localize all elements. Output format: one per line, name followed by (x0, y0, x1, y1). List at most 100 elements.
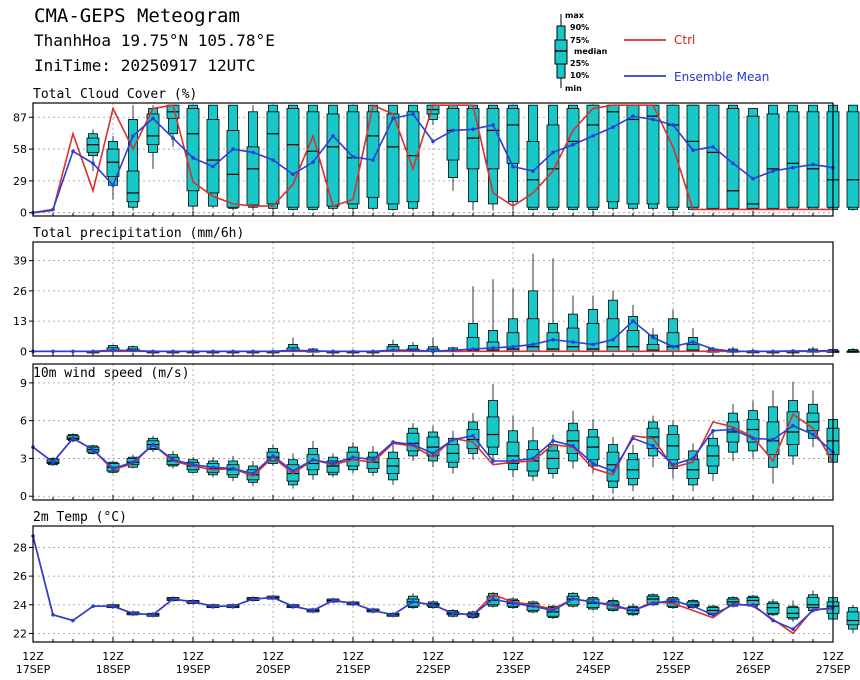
mean-point (71, 349, 75, 354)
y-tick-label: 0 (20, 345, 27, 358)
x-tick-label-day: 25SEP (656, 663, 691, 676)
mean-point (471, 433, 475, 438)
y-tick-label: 3 (20, 452, 27, 465)
y-tick-label: 58 (13, 143, 27, 156)
y-tick-label: 0 (20, 490, 27, 503)
mean-point (671, 598, 675, 603)
box-p25-p75 (486, 108, 500, 170)
mean-point (331, 349, 335, 354)
box-p25-p75 (846, 111, 860, 208)
box-p25-p75 (466, 429, 480, 449)
panel-title: 10m wind speed (m/s) (33, 366, 190, 381)
mean-point (551, 150, 555, 155)
legend-box-p10: 10% (570, 71, 590, 80)
location-label: ThanhHoa 19.75°N 105.78°E (34, 31, 275, 50)
mean-point (131, 134, 135, 138)
mean-point (531, 456, 535, 461)
mean-point (671, 123, 675, 127)
mean-point (751, 602, 755, 607)
x-tick-label-hour: 12Z (502, 650, 524, 663)
mean-point (711, 347, 715, 351)
mean-point (251, 150, 255, 155)
mean-point (331, 461, 335, 466)
box-p25-p75 (286, 108, 300, 208)
box-p25-p75 (806, 597, 820, 609)
mean-point (491, 459, 495, 463)
mean-point (691, 456, 695, 461)
mean-point (91, 447, 95, 452)
mean-point (551, 608, 555, 613)
mean-point (271, 349, 275, 354)
mean-point (151, 116, 155, 121)
x-tick-label-day: 23SEP (496, 663, 531, 676)
box-p25-p75 (586, 436, 600, 461)
mean-point (291, 469, 295, 473)
box-p25-p75 (726, 108, 740, 209)
box-p25-p75 (706, 104, 720, 209)
box-p25-p75 (506, 108, 520, 164)
mean-point (191, 349, 195, 354)
mean-point (171, 136, 175, 140)
x-tick-label-day: 18SEP (96, 663, 131, 676)
mean-point (391, 348, 395, 352)
y-tick-label: 29 (13, 175, 27, 188)
mean-point (671, 344, 675, 349)
mean-point (231, 466, 235, 471)
mean-point (731, 349, 735, 354)
mean-point (71, 149, 75, 154)
mean-point (291, 172, 295, 177)
mean-point (151, 442, 155, 447)
mean-point (371, 158, 375, 162)
box-p25-p75 (206, 119, 220, 194)
box-p25-p75 (486, 416, 500, 448)
mean-point (691, 604, 695, 608)
y-tick-label: 26 (13, 570, 27, 583)
mean-point (751, 349, 755, 354)
box-p25-p75 (326, 460, 340, 473)
mean-point (571, 444, 575, 448)
mean-point (251, 471, 255, 476)
box-p25-p75 (406, 111, 420, 203)
panel-title: Total precipitation (mm/6h) (33, 226, 244, 241)
mean-point (511, 164, 515, 169)
mean-point (471, 127, 475, 132)
ctrl-series-line (32, 535, 833, 635)
mean-point (451, 611, 455, 616)
x-tick-label-hour: 12Z (262, 650, 284, 663)
mean-point (111, 604, 115, 608)
mean-point (531, 169, 535, 173)
box-p25-p75 (306, 111, 320, 208)
mean-point (631, 608, 635, 613)
mean-point (771, 618, 775, 623)
mean-point (111, 348, 115, 352)
legend-box-p25: 25% (570, 59, 590, 68)
mean-point (411, 348, 415, 352)
box-p25-p75 (546, 124, 560, 208)
mean-point (491, 123, 495, 127)
panel-frame (32, 241, 834, 357)
mean-point (711, 612, 715, 617)
box-p25-p75 (666, 332, 680, 352)
panel-title: 2m Temp (°C) (33, 510, 127, 525)
mean-point (231, 604, 235, 608)
mean-point (71, 618, 75, 623)
y-tick-label: 0 (20, 207, 27, 220)
x-tick-label-day: 24SEP (576, 663, 611, 676)
x-tick-label-hour: 12Z (662, 650, 684, 663)
mean-point (251, 597, 255, 601)
mean-point (371, 349, 375, 354)
box-p25-p75 (366, 111, 380, 198)
mean-point (431, 139, 435, 144)
mean-point (731, 427, 735, 432)
y-tick-label: 24 (13, 599, 27, 612)
mean-point (771, 169, 775, 173)
box-p25-p75 (586, 104, 600, 208)
box-p25-p75 (186, 108, 200, 192)
mean-point (51, 460, 55, 465)
y-tick-label: 6 (20, 415, 27, 428)
box-p25-p75 (626, 459, 640, 479)
mean-point (451, 348, 455, 352)
mean-point (151, 612, 155, 617)
mean-point (731, 602, 735, 607)
mean-point (411, 600, 415, 604)
